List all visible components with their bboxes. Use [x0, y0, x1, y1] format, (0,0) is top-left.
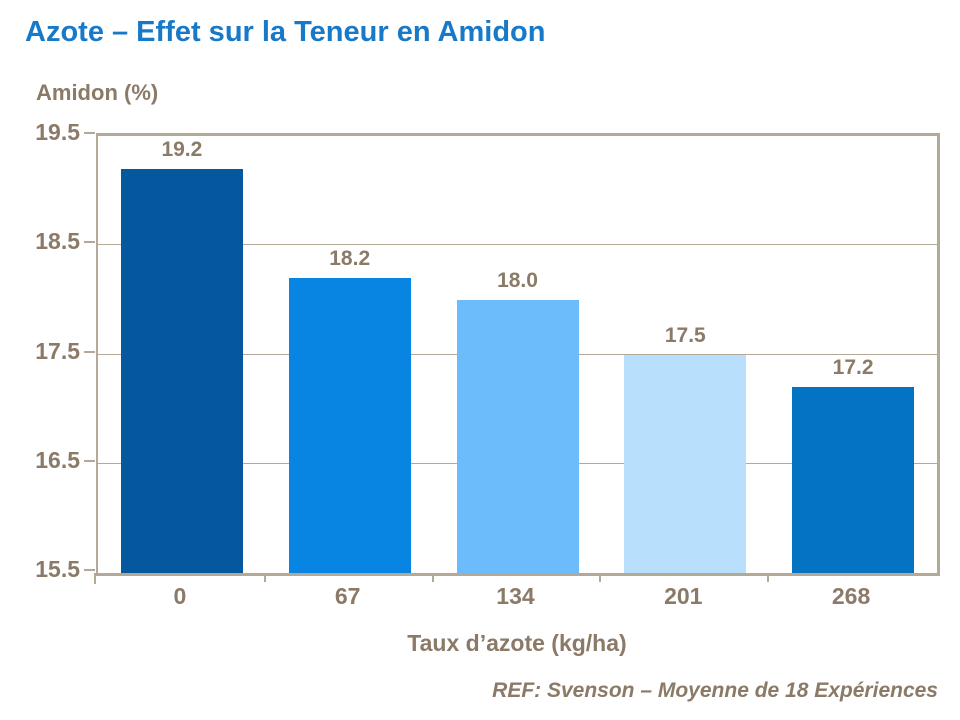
x-tick-label: 268: [831, 583, 871, 609]
y-tick-label: 18.5: [35, 228, 80, 255]
y-tick-label: 17.5: [35, 337, 80, 364]
bar: [120, 168, 243, 573]
bar: [456, 299, 579, 573]
bar-value-label: 18.0: [497, 268, 538, 292]
bar-value-label: 18.2: [329, 247, 371, 271]
y-tick-mark: [84, 569, 95, 571]
gridline: [98, 244, 937, 246]
x-tick-mark: [599, 573, 602, 582]
y-axis-title: Amidon (%): [36, 80, 159, 105]
bar-value-label: 17.5: [664, 323, 706, 347]
x-tick-label: 134: [496, 583, 535, 609]
y-tick-label: 19.5: [35, 119, 80, 145]
bar: [288, 278, 411, 573]
y-tick-mark: [84, 350, 95, 353]
x-tick-label: 67: [334, 583, 361, 609]
x-tick-mark: [767, 573, 770, 582]
y-tick-mark: [84, 241, 95, 244]
plot-area: 19.2 18.2 18.0 17.5 17.2: [96, 133, 940, 576]
x-axis-title: Taux d’azote (kg/ha): [407, 630, 627, 656]
bar-value-label: 17.2: [832, 356, 874, 380]
y-axis-stub: [94, 573, 96, 584]
bar: [792, 387, 915, 573]
bar: [624, 354, 747, 573]
x-tick-label: 0: [173, 583, 187, 609]
chart-title: Azote – Effet sur la Teneur en Amidon: [25, 16, 546, 48]
x-tick-mark: [431, 573, 434, 582]
x-tick-label: 201: [664, 583, 703, 609]
x-tick-mark: [263, 573, 266, 582]
bar-value-label: 19.2: [161, 137, 203, 161]
y-tick-label: 15.5: [35, 556, 80, 582]
y-tick-label: 16.5: [35, 446, 80, 473]
y-tick-mark: [84, 459, 95, 462]
y-tick-mark: [84, 132, 95, 134]
reference-note: REF: Svenson – Moyenne de 18 Expériences: [492, 679, 938, 702]
